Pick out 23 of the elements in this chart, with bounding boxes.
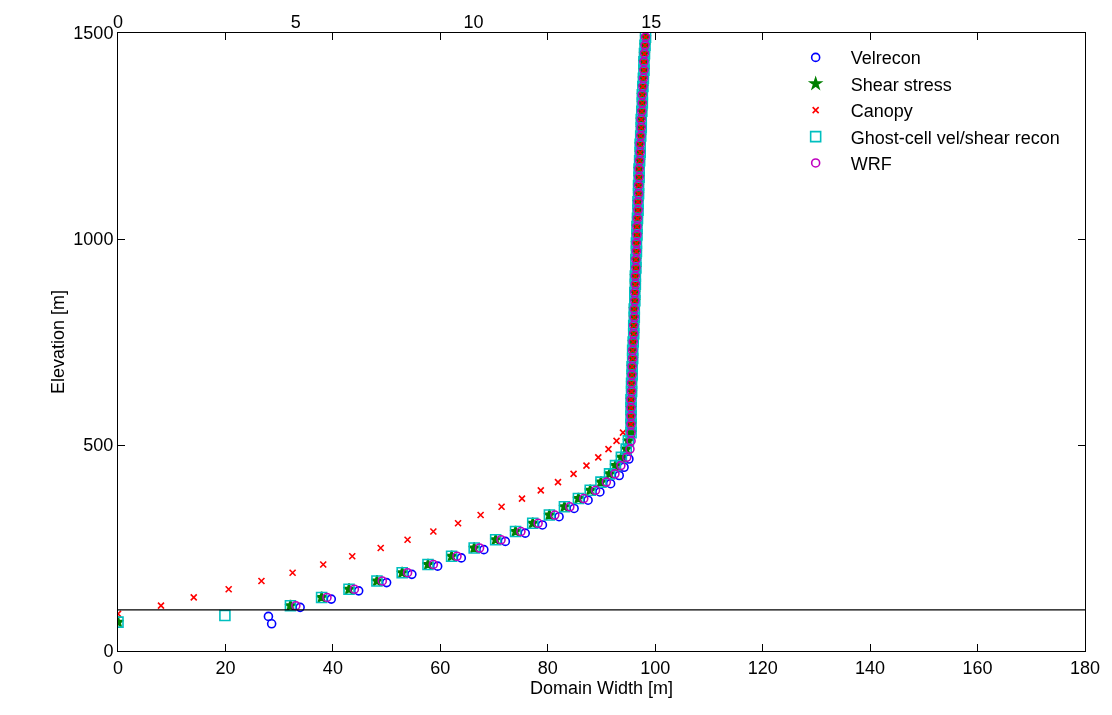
y-tick-label: 0 [103,641,114,662]
legend-label: Ghost-cell vel/shear recon [850,127,1060,148]
legend-label: Canopy [850,101,913,122]
x-tick-label: 140 [855,657,886,678]
y-tick-label: 1000 [73,229,114,250]
y-axis-title: Elevation [m] [47,289,68,395]
y-tick-label: 500 [83,435,114,456]
x2-tick-label: 10 [463,12,484,33]
legend-label: Shear stress [850,74,952,95]
y-tick-label: 1500 [73,23,114,44]
x-tick-label: 60 [430,657,451,678]
x-tick-label: 160 [962,657,993,678]
x-tick-label: 120 [747,657,778,678]
x-tick-label: 100 [640,657,671,678]
legend-label: WRF [850,154,892,174]
x-tick-label: 40 [322,657,343,678]
x2-tick-label: 5 [290,12,301,33]
x-tick-label: 180 [1069,657,1101,678]
legend-label: Velrecon [850,48,921,69]
x-tick-label: 20 [215,657,236,678]
x-axis-title: Domain Width [m] [529,677,674,698]
x2-tick-label: 15 [641,12,662,33]
x-tick-label: 80 [537,657,558,678]
